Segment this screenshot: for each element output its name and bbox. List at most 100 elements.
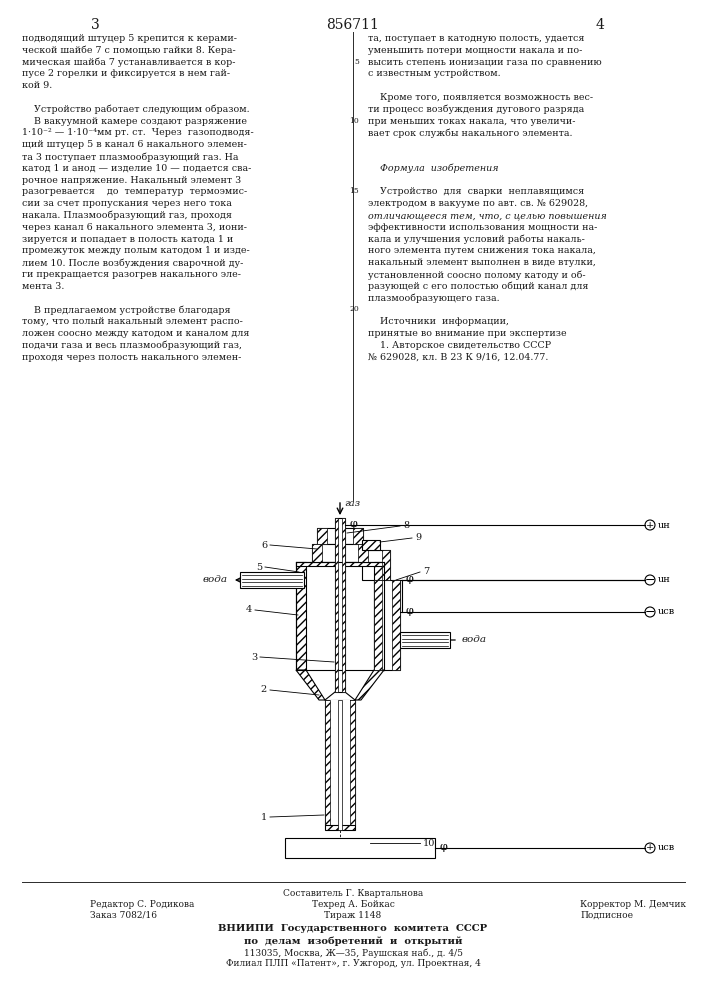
Bar	[317, 528, 363, 544]
Bar	[353, 528, 363, 544]
Text: 9: 9	[415, 534, 421, 542]
Text: В предлагаемом устройстве благодаря: В предлагаемом устройстве благодаря	[22, 305, 230, 315]
Text: 10: 10	[349, 117, 359, 125]
Text: uсв: uсв	[658, 607, 675, 616]
Text: 4: 4	[246, 605, 252, 614]
Text: высить степень ионизации газа по сравнению: высить степень ионизации газа по сравнен…	[368, 58, 602, 67]
Text: накала. Плазмообразующий газ, проходя: накала. Плазмообразующий газ, проходя	[22, 211, 232, 221]
Text: та 3 поступает плазмообразующий газ. На: та 3 поступает плазмообразующий газ. На	[22, 152, 238, 161]
Bar	[362, 540, 380, 550]
Text: Кроме того, появляется возможность вес-: Кроме того, появляется возможность вес-	[368, 93, 593, 102]
Text: 15: 15	[349, 187, 359, 195]
Text: рочное напряжение. Накальный элемент 3: рочное напряжение. Накальный элемент 3	[22, 176, 241, 185]
Text: 20: 20	[349, 305, 359, 313]
Text: № 629028, кл. В 23 К 9/16, 12.04.77.: № 629028, кл. В 23 К 9/16, 12.04.77.	[368, 353, 549, 362]
Text: 1: 1	[261, 812, 267, 822]
Text: подачи газа и весь плазмообразующий газ,: подачи газа и весь плазмообразующий газ,	[22, 341, 242, 350]
Bar	[325, 825, 355, 830]
Text: В вакуумной камере создают разряжение: В вакуумной камере создают разряжение	[22, 117, 247, 126]
Text: φ: φ	[405, 606, 413, 616]
Text: проходя через полость накального элемен-: проходя через полость накального элемен-	[22, 353, 241, 362]
Text: φ: φ	[350, 519, 358, 529]
Text: Заказ 7082/16: Заказ 7082/16	[90, 911, 157, 920]
Bar	[400, 632, 450, 648]
Text: плазмообразующего газа.: плазмообразующего газа.	[368, 294, 500, 303]
Text: uн: uн	[658, 520, 671, 530]
Text: +: +	[646, 844, 654, 852]
Bar	[374, 562, 384, 670]
Bar	[338, 700, 342, 830]
Text: ложен соосно между катодом и каналом для: ложен соосно между катодом и каналом для	[22, 329, 250, 338]
Text: вода: вода	[203, 574, 228, 584]
Text: φ: φ	[440, 842, 448, 852]
Text: уменьшить потери мощности накала и по-: уменьшить потери мощности накала и по-	[368, 46, 583, 55]
Text: принятые во внимание при экспертизе: принятые во внимание при экспертизе	[368, 329, 566, 338]
Text: 2: 2	[261, 686, 267, 694]
Bar	[342, 518, 345, 692]
Text: установленной соосно полому катоду и об-: установленной соосно полому катоду и об-	[368, 270, 585, 279]
Bar	[285, 838, 435, 858]
Polygon shape	[355, 670, 384, 700]
Text: +: +	[646, 520, 654, 530]
Text: 6: 6	[261, 540, 267, 550]
Text: ти процесс возбуждения дугового разряда: ти процесс возбуждения дугового разряда	[368, 105, 584, 114]
Text: Источники  информации,: Источники информации,	[368, 317, 509, 326]
Bar	[296, 562, 384, 566]
Text: 3: 3	[90, 18, 100, 32]
Bar	[330, 700, 350, 825]
Text: 10: 10	[423, 838, 436, 848]
Text: Составитель Г. Квартальнова: Составитель Г. Квартальнова	[283, 889, 423, 898]
Text: промежуток между полым катодом 1 и изде-: промежуток между полым катодом 1 и изде-	[22, 246, 250, 255]
Text: 1. Авторское свидетельство СССР: 1. Авторское свидетельство СССР	[368, 341, 551, 350]
Text: сии за счет пропускания через него тока: сии за счет пропускания через него тока	[22, 199, 232, 208]
Text: 1·10⁻² — 1·10⁻⁴мм рт. ст.  Через  газоподводя-: 1·10⁻² — 1·10⁻⁴мм рт. ст. Через газоподв…	[22, 128, 254, 137]
Text: Устройство работает следующим образом.: Устройство работает следующим образом.	[22, 105, 250, 114]
Bar	[240, 572, 304, 588]
Bar	[358, 544, 368, 562]
Text: 113035, Москва, Ж—35, Раушская наб., д. 4/5: 113035, Москва, Ж—35, Раушская наб., д. …	[243, 948, 462, 958]
Text: Формула  изобретения: Формула изобретения	[368, 164, 498, 173]
Text: кой 9.: кой 9.	[22, 81, 52, 90]
Text: накальный элемент выполнен в виде втулки,: накальный элемент выполнен в виде втулки…	[368, 258, 596, 267]
Text: электродом в вакууме по авт. св. № 629028,: электродом в вакууме по авт. св. № 62902…	[368, 199, 588, 208]
Text: φ: φ	[405, 574, 413, 584]
Bar	[382, 550, 390, 580]
Text: подводящий штуцер 5 крепится к керами-: подводящий штуцер 5 крепится к керами-	[22, 34, 237, 43]
Text: Техред А. Бойкас: Техред А. Бойкас	[312, 900, 395, 909]
Text: 856711: 856711	[327, 18, 380, 32]
Bar	[312, 544, 368, 562]
Text: Филиал ПЛП «Патент», г. Ужгород, ул. Проектная, 4: Филиал ПЛП «Патент», г. Ужгород, ул. Про…	[226, 959, 481, 968]
Bar	[325, 700, 355, 825]
Bar	[392, 580, 400, 670]
Text: щий штуцер 5 в канал 6 накального элемен-: щий штуцер 5 в канал 6 накального элемен…	[22, 140, 247, 149]
Text: зируется и попадает в полость катода 1 и: зируется и попадает в полость катода 1 и	[22, 235, 233, 244]
Bar	[325, 700, 330, 825]
Text: кала и улучшения условий работы накаль-: кала и улучшения условий работы накаль-	[368, 235, 585, 244]
Text: 7: 7	[423, 568, 429, 576]
Text: 5: 5	[256, 562, 262, 572]
Text: ного элемента путем снижения тока накала,: ного элемента путем снижения тока накала…	[368, 246, 596, 255]
Text: отличающееся тем, что, с целью повышения: отличающееся тем, что, с целью повышения	[368, 211, 607, 220]
Text: Корректор М. Демчик: Корректор М. Демчик	[580, 900, 686, 909]
Text: через канал 6 накального элемента 3, иони-: через канал 6 накального элемента 3, ион…	[22, 223, 247, 232]
Text: вает срок службы накального элемента.: вает срок службы накального элемента.	[368, 128, 573, 138]
Text: разогревается    до  температур  термоэмис-: разогревается до температур термоэмис-	[22, 187, 247, 196]
Text: 4: 4	[595, 18, 604, 32]
Text: Редактор С. Родикова: Редактор С. Родикова	[90, 900, 194, 909]
Text: Подписное: Подписное	[580, 911, 633, 920]
Text: ги прекращается разогрев накального эле-: ги прекращается разогрев накального эле-	[22, 270, 241, 279]
Bar	[296, 562, 306, 670]
Text: Тираж 1148: Тираж 1148	[325, 911, 382, 920]
Text: газ: газ	[344, 499, 360, 508]
Text: тому, что полый накальный элемент распо-: тому, что полый накальный элемент распо-	[22, 317, 243, 326]
Text: лием 10. После возбуждения сварочной ду-: лием 10. После возбуждения сварочной ду-	[22, 258, 243, 268]
Text: 8: 8	[403, 522, 409, 530]
Bar	[350, 700, 355, 825]
Text: разующей с его полостью общий канал для: разующей с его полостью общий канал для	[368, 282, 588, 291]
Bar	[374, 580, 382, 670]
Bar	[335, 518, 345, 692]
Text: uн: uн	[658, 576, 671, 584]
Text: Устройство  для  сварки  неплавящимся: Устройство для сварки неплавящимся	[368, 187, 584, 196]
Text: при меньших токах накала, что увеличи-: при меньших токах накала, что увеличи-	[368, 117, 575, 126]
Text: та, поступает в катодную полость, удается: та, поступает в катодную полость, удаетс…	[368, 34, 585, 43]
